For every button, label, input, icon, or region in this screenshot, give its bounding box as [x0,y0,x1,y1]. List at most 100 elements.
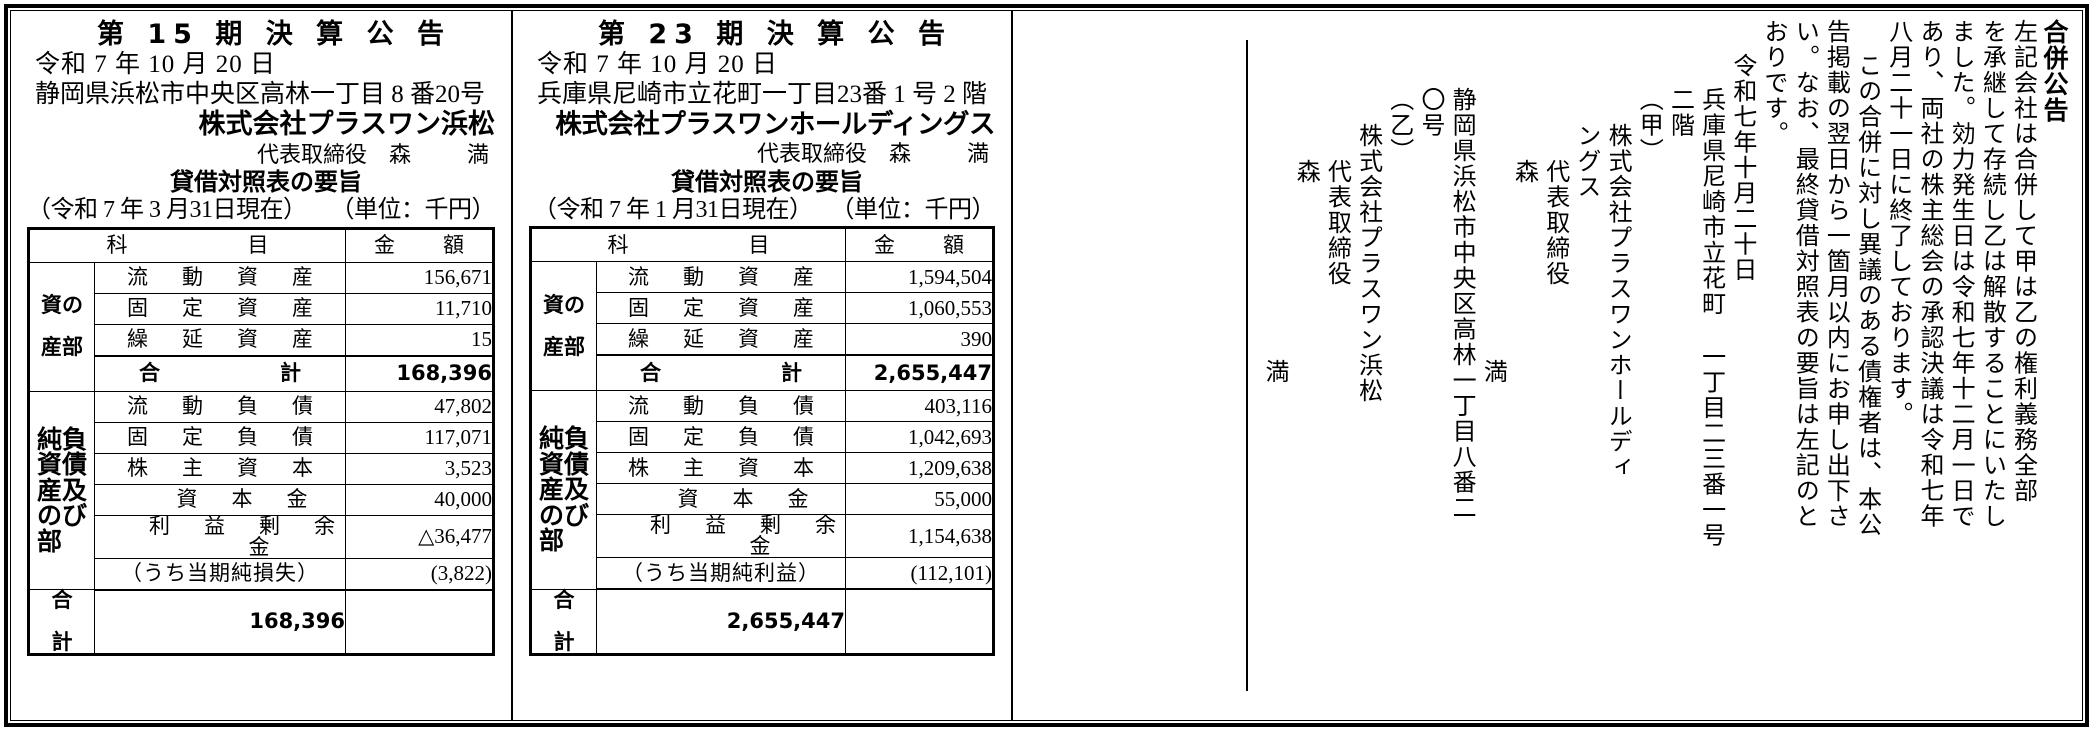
party-ko-mark: （甲） [1635,87,1662,164]
mid-representative: 代表取締役森 満 [529,141,995,167]
merger-notice-line-4: あり、両社の株主総会の承認決議は令和七年 [1915,19,1942,529]
mid-company-name: 株式会社プラスワンホールディングス [555,109,995,141]
table-row: 負 債 及 び 純 資 産 の [28,390,494,591]
row-item: 固定資産 [94,292,346,325]
assets-section-label: 資の ＿ 産部 [530,261,597,392]
row-amount: 403,116 [845,390,994,423]
mid-rep-title: 代表取締役 [756,141,867,167]
row-sub-label: （うち当期純利益） [596,557,846,591]
row-item: 流動負債 [596,390,846,423]
total-amount: 168,396 [94,589,346,656]
table-row: 資本金 40,000 [29,483,494,516]
panel-settlement-notice-15: 第 15 期 決 算 公 告 令和 7 年 10 月 20 日 静岡県浜松市中央… [11,11,511,720]
party-otsu-company: 株式会社プラスワン浜松 [1354,123,1381,404]
row-item: 固定負債 [596,421,846,454]
mid-rep-surname: 森 [888,141,911,167]
liabilities-section-label: 負 債 及 び 純 資 産 の [530,390,597,590]
row-item: 流動資産 [596,261,846,294]
merger-notice-line-3: ました。効力発生日は令和七年十二月一日で [1947,19,1974,529]
left-asof-date: （令和 7 年 3 月31日現在） [27,197,307,224]
row-amount: 117,071 [345,421,494,454]
party-otsu-address-1: 静岡県浜松市中央区高林一丁目八番二 [1448,87,1475,521]
total-amount: 168,396 [345,355,494,392]
left-bs-title: 貸借対照表の要旨 [170,168,362,197]
merger-notice-columns: 合併公告 左記会社は合併して甲は乙の権利義務全部 を承継して存続し乙は解散するこ… [1013,11,2082,720]
left-rep-title: 代表取締役 [256,141,367,167]
row-amount: 3,523 [345,452,494,485]
liab-label-left: 純 資 産 の 部 [538,424,564,556]
outer-border [4,4,2089,727]
panel-settlement-notice-23: 第 23 期 決 算 公 告 令和 7 年 10 月 20 日 兵庫県尼崎市立花… [511,11,1011,720]
liabilities-section-label: 負 債 及 び 純 資 産 の [28,390,95,591]
mid-unit: （単位：千円） [830,196,996,223]
liabilities-total-row: 合計 2,655,447 [530,588,994,655]
party-ko-rep-given: 満 [1479,359,1506,385]
row-amount: △36,477 [345,514,494,559]
party-ko-address-2: 二階 [1666,87,1693,138]
table-row: 利益剰余金 △36,477 [29,514,494,559]
row-amount: 40,000 [345,483,494,516]
merger-notice-line-2: を承継して存続し乙は解散することにいたし [1978,19,2005,529]
party-ko-company-1: 株式会社プラスワンホールディ [1604,123,1631,480]
assets-total-row: 合計 168,396 [29,355,494,392]
table-row: 繰延資産 390 [531,323,994,357]
liab-label-right: 負 債 及 び [564,424,590,530]
party-ko-date: 令和七年十月二十日 [1728,53,1755,283]
assets-section-label: 資の ＿ 産部 [28,261,95,392]
row-item: 資本金 [596,483,846,516]
row-sub-amount: (112,101) [845,557,994,591]
left-asof-line: （令和 7 年 3 月31日現在） （単位：千円） [27,196,495,224]
row-sub-amount: (3,822) [345,557,494,591]
row-item: 流動資産 [94,261,346,294]
row-amount: 47,802 [345,390,494,423]
inner-border: 第 15 期 決 算 公 告 令和 7 年 10 月 20 日 静岡県浜松市中央… [10,10,2083,721]
row-amount: 390 [845,323,994,357]
left-rep-given: 満 [466,141,489,167]
row-amount: 55,000 [845,483,994,516]
merger-notice-line-1: 左記会社は合併して甲は乙の権利義務全部 [2009,19,2036,504]
mid-rep-given: 満 [966,141,989,167]
header-kingaku: 金額 [345,227,494,263]
row-item: 利益剰余金 [596,514,846,559]
liabilities-total-row: 合計 168,396 [28,589,494,656]
row-item: 繰延資産 [596,323,846,357]
header-kamoku: 科目 [28,227,346,263]
table-row: 資本金 55,000 [531,483,994,516]
party-ko-rep-surname: 森 [1510,159,1537,185]
table-row-subtotal: （うち当期純利益） (112,101) [531,557,994,591]
mid-asof-date: （令和 7 年 1 月31日現在） [533,196,813,223]
row-item: 利益剰余金 [94,514,346,559]
row-amount: 1,209,638 [845,452,994,485]
mid-asof-line: （令和 7 年 1 月31日現在） （単位：千円） [529,196,995,224]
left-address: 静岡県浜松市中央区高林一丁目 8 番20号 [35,80,486,108]
party-ko-company-2: ングス [1572,123,1599,200]
mid-title: 第 23 期 決 算 公 告 [598,19,952,50]
liab-label-right: 負 債 及 び [62,424,88,531]
total-label: 合計 [596,354,846,392]
mid-address: 兵庫県尼崎市立花町一丁目23番 1 号 2 階 [537,80,988,108]
row-amount: 1,042,693 [845,421,994,454]
row-amount: 15 [345,323,494,357]
row-amount: 1,154,638 [845,514,994,559]
mid-bs-title: 貸借対照表の要旨 [671,167,863,196]
table-row: 繰延資産 15 [29,323,494,357]
left-representative: 代表取締役森 満 [27,142,495,168]
row-item: 株主資本 [94,452,346,485]
party-otsu-rep-given: 満 [1261,359,1287,385]
total-amount: 2,655,447 [845,354,994,392]
header-kamoku: 科目 [530,227,846,263]
row-item: 流動負債 [94,390,346,423]
table-header-row: 科目 金額 [28,227,494,263]
row-item: 固定資産 [596,292,846,325]
row-amount: 1,060,553 [845,292,994,325]
total-label: 合計 [94,355,346,392]
merger-notice-line-8: い。なお、最終貸借対照表の要旨は左記のと [1791,19,1818,529]
panel-merger-notice: 合併公告 左記会社は合併して甲は乙の権利義務全部 を承継して存続し乙は解散するこ… [1011,11,2082,720]
merger-notice-line-9: おりです。 [1760,19,1786,147]
row-item: 資本金 [94,483,346,516]
mid-date: 令和 7 年 10 月 20 日 [537,51,779,79]
